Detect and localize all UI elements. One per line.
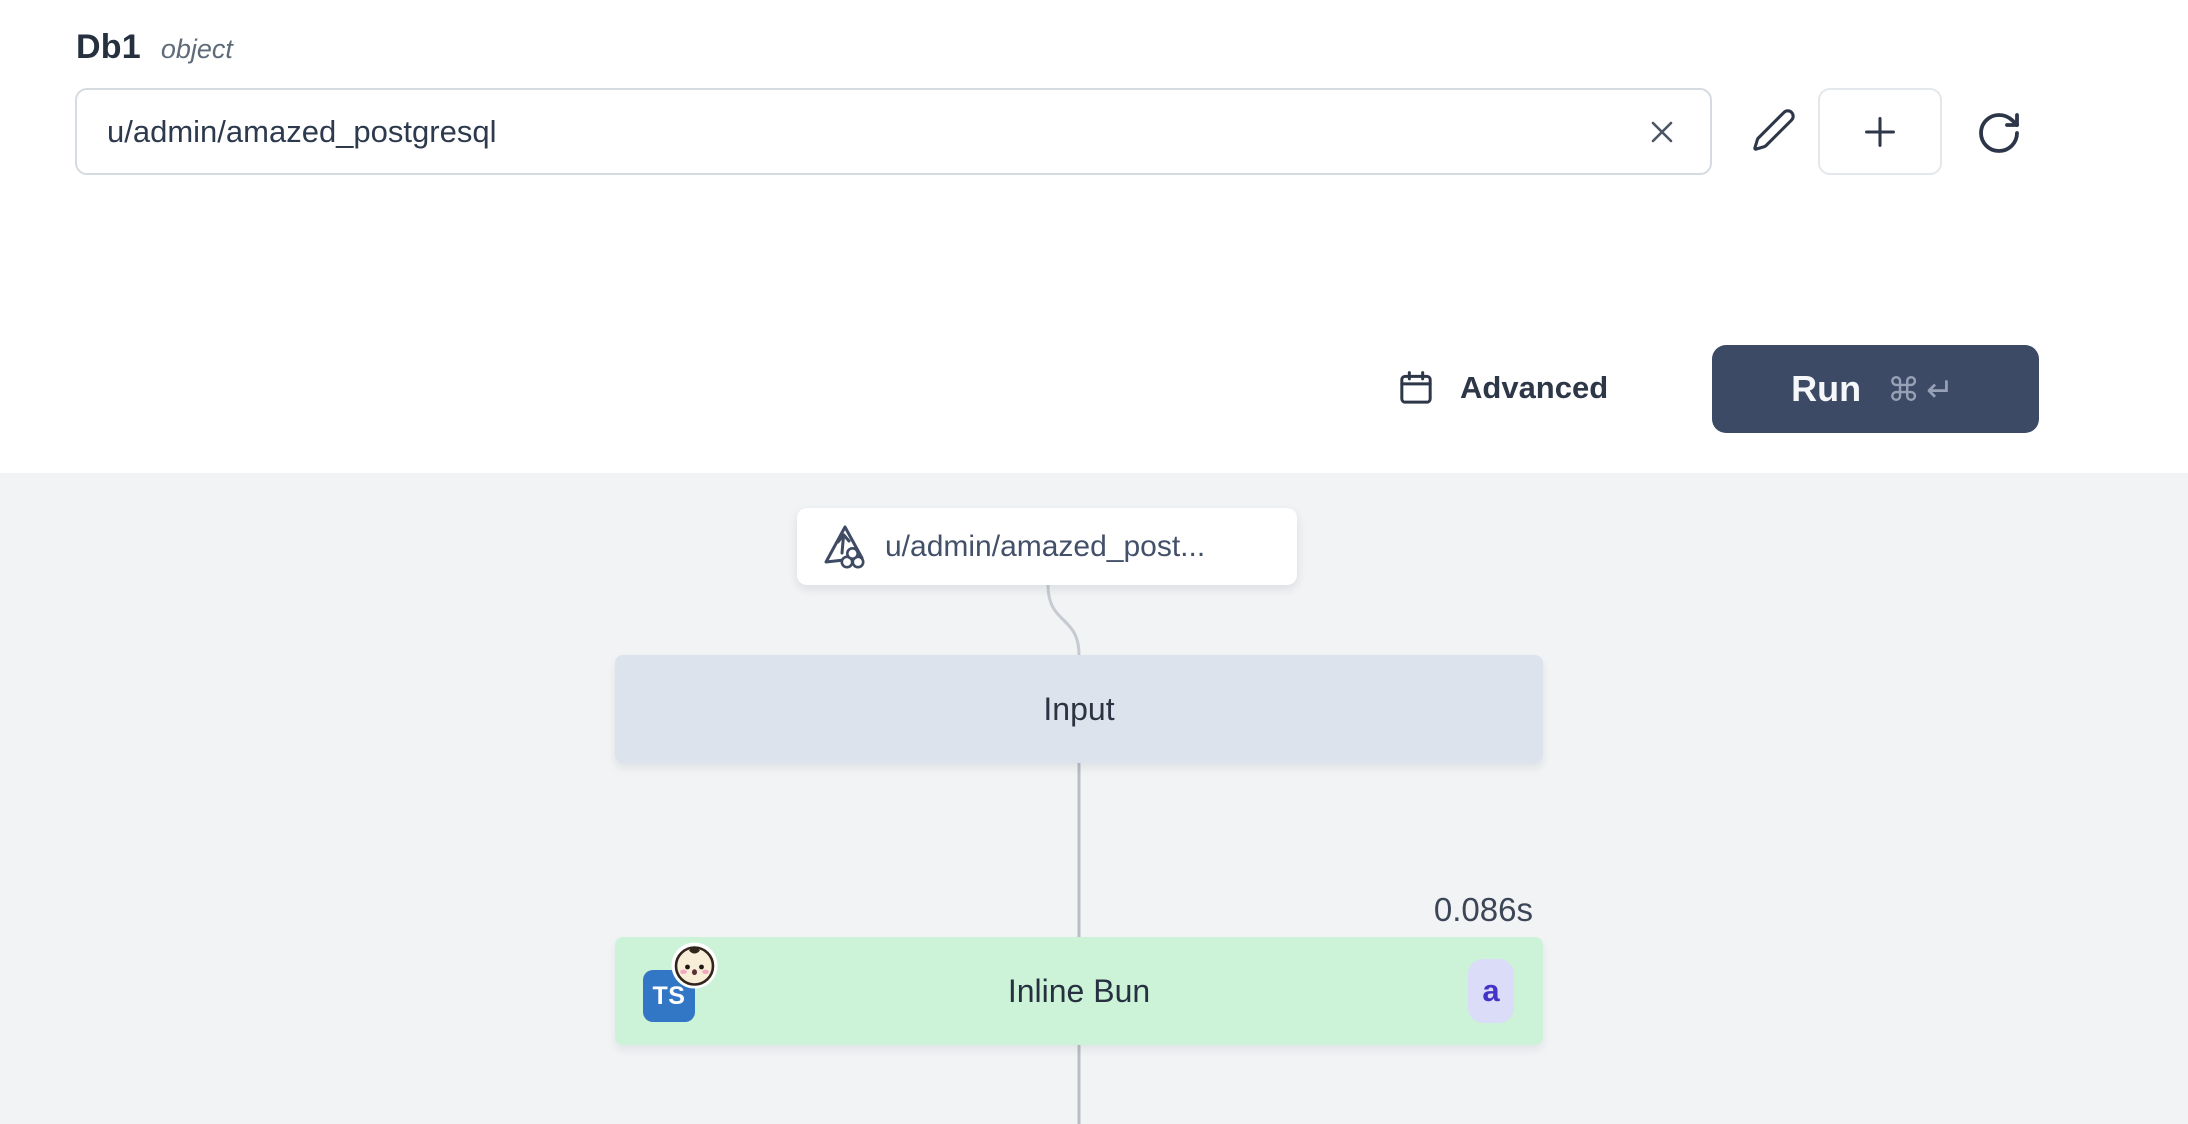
step-node-label: Inline Bun <box>1007 972 1151 1009</box>
resource-path-input-wrapper <box>75 88 1712 175</box>
edit-resource-button[interactable] <box>1742 98 1806 162</box>
add-resource-button[interactable] <box>1818 88 1942 175</box>
run-label: Run <box>1791 368 1862 409</box>
resource-icon <box>824 525 865 568</box>
clear-input-button[interactable] <box>1638 108 1686 156</box>
bun-icon <box>671 942 718 989</box>
run-button[interactable]: Run ⌘↵ <box>1712 345 2039 433</box>
input-node[interactable]: Input <box>615 655 1543 763</box>
calendar-icon <box>1400 371 1432 404</box>
field-label: Db1 <box>76 28 141 66</box>
field-type-label: object <box>160 34 233 64</box>
step-node-inline-bun[interactable]: TS Inline Bun a <box>615 937 1543 1045</box>
input-node-label: Input <box>1043 690 1115 727</box>
step-duration: 0.086s <box>1433 891 1533 928</box>
resource-node[interactable]: u/admin/amazed_post... <box>797 508 1297 585</box>
advanced-label: Advanced <box>1460 370 1609 405</box>
flow-canvas[interactable]: u/admin/amazed_post... Input 0.086s TS <box>0 473 2188 1124</box>
refresh-icon <box>1979 113 2019 153</box>
resource-path-input[interactable] <box>75 88 1712 175</box>
plus-icon <box>1865 116 1895 147</box>
pencil-icon <box>1753 109 1795 151</box>
field-header: Db1 object <box>76 28 233 67</box>
refresh-button[interactable] <box>1968 102 2030 164</box>
typescript-icon-label: TS <box>652 981 686 1010</box>
x-icon <box>1651 121 1673 142</box>
resource-node-label: u/admin/amazed_post... <box>885 529 1206 563</box>
step-id-badge: a <box>1468 959 1514 1023</box>
command-enter-shortcut: ⌘↵ <box>1887 370 1960 408</box>
advanced-button[interactable]: Advanced <box>1396 356 1608 420</box>
